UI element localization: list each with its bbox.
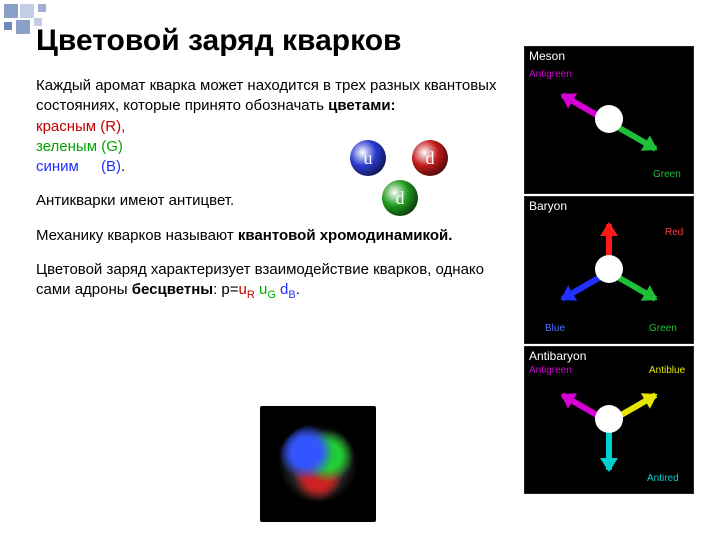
hadron-image <box>260 406 376 522</box>
panel-label: Green <box>653 169 681 180</box>
formula-u2: u <box>255 281 268 298</box>
qcd-lead: Механику кварков называют <box>36 227 238 244</box>
formula-sub-b: B <box>288 289 295 301</box>
formula-sub-g: G <box>267 289 276 301</box>
formula-end: . <box>296 281 300 298</box>
panel-label: Red <box>665 227 683 238</box>
hadron-blob <box>278 424 358 504</box>
color-panel: Antibaryon Antigreen Antiblue Antired <box>524 346 694 494</box>
center-dot <box>595 255 623 283</box>
color-blue-label: синим <box>36 158 79 175</box>
deco-square <box>38 4 46 12</box>
color-blue-code: (B) <box>101 158 121 175</box>
deco-square <box>20 4 34 18</box>
qcd-term: квантовой хромодинамикой. <box>238 227 452 244</box>
color-red-label: красным (R), <box>36 118 125 135</box>
formula-d: d <box>276 281 289 298</box>
formula-eq: : p= <box>213 281 238 298</box>
panel-label: Blue <box>545 323 565 334</box>
color-panel: Meson Antigreen Green <box>524 46 694 194</box>
intro-colors-word: цветами: <box>328 97 395 114</box>
panel-label: Antiblue <box>649 365 685 376</box>
quark-ball: u <box>350 140 386 176</box>
panel-title: Meson <box>529 49 565 63</box>
deco-square <box>4 22 12 30</box>
colorless-term: бесцветны <box>132 281 213 298</box>
panel-label: Antigreen <box>529 69 572 80</box>
center-dot <box>595 405 623 433</box>
panel-label: Green <box>649 323 677 334</box>
intro-text: Каждый аромат кварка может находится в т… <box>36 77 496 114</box>
page-title: Цветовой заряд кварков <box>36 24 506 58</box>
paragraph-colorless: Цветовой заряд характеризует взаимодейст… <box>36 260 506 303</box>
color-green-label: зеленым (G) <box>36 138 123 155</box>
quark-triangle-diagram: udd <box>348 132 458 218</box>
quark-ball: d <box>382 180 418 216</box>
panel-title: Baryon <box>529 199 567 213</box>
center-dot <box>595 105 623 133</box>
paragraph-qcd: Механику кварков называют квантовой хром… <box>36 226 506 246</box>
formula-u1: u <box>239 281 247 298</box>
panel-label: Antired <box>647 473 679 484</box>
panel-label: Antigreen <box>529 365 572 376</box>
right-panel-column: Meson Antigreen Green Baryon Red Blue Green Ant… <box>524 46 694 494</box>
deco-square <box>16 20 30 34</box>
color-panel: Baryon Red Blue Green <box>524 196 694 344</box>
quark-ball: d <box>412 140 448 176</box>
formula-sub-r: R <box>247 289 255 301</box>
deco-square <box>4 4 18 18</box>
panel-title: Antibaryon <box>529 349 586 363</box>
